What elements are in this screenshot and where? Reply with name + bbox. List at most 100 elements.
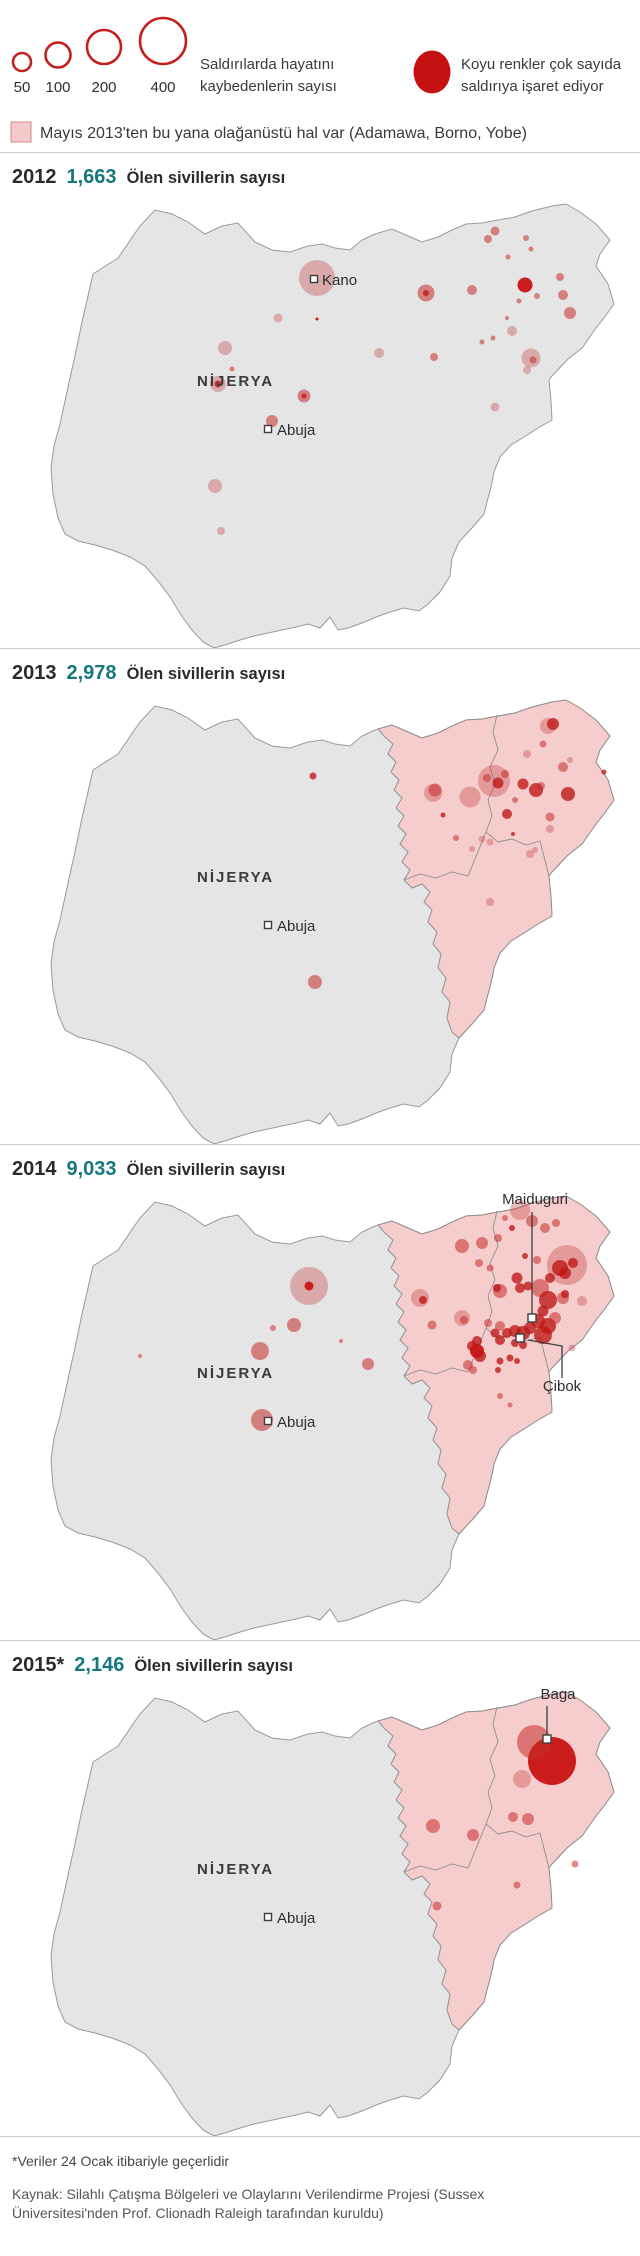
deaths-count: 2,146 bbox=[74, 1654, 125, 1676]
attack-circle bbox=[506, 1354, 514, 1362]
source-note: Kaynak: Silahlı Çatışma Bölgeleri ve Ola… bbox=[12, 2185, 626, 2223]
nigeria-map-2015: NİJERYA Abuja Baga bbox=[50, 1686, 615, 2136]
map-section-2014: 2014 9,033 Ölen sivillerin sayısı NİJERY… bbox=[0, 1145, 640, 1641]
map-annotations: NİJERYA Kano Abuja bbox=[197, 272, 357, 439]
source-line1: Kaynak: Silahlı Çatışma Bölgeleri ve Ola… bbox=[12, 2186, 485, 2202]
map-year: 2012 bbox=[12, 166, 57, 188]
size-legend-label-line1: Saldırılarda hayatını bbox=[200, 56, 334, 73]
attack-circle bbox=[486, 1264, 494, 1272]
attack-circle bbox=[479, 339, 485, 345]
attack-circles bbox=[138, 1200, 587, 1431]
attack-circle bbox=[490, 1328, 500, 1338]
attack-circle bbox=[270, 1325, 276, 1331]
attack-circle bbox=[459, 786, 481, 808]
attack-circle bbox=[505, 254, 511, 260]
size-ring-icon bbox=[85, 28, 123, 66]
attack-circle bbox=[496, 1357, 504, 1365]
attack-circle bbox=[558, 290, 568, 300]
attack-circle bbox=[476, 1237, 488, 1249]
map-section-2015: 2015* 2,146 Ölen sivillerin sayısı NİJER… bbox=[0, 1641, 640, 2137]
attack-circle bbox=[339, 1339, 343, 1343]
attack-circle bbox=[512, 797, 518, 803]
attack-circle bbox=[513, 1770, 531, 1788]
attack-circle bbox=[308, 975, 322, 989]
attack-circle bbox=[511, 1272, 523, 1284]
attack-circle bbox=[568, 1344, 576, 1352]
map-annotations: NİJERYA Abuja Maiduguri Çibok bbox=[197, 1191, 582, 1431]
attack-circle bbox=[475, 1259, 483, 1267]
attack-circle bbox=[552, 1219, 560, 1227]
emergency-swatch-icon bbox=[10, 121, 32, 143]
footer: *Veriler 24 Ocak itibariyle geçerlidir K… bbox=[0, 2137, 640, 2245]
attack-circle bbox=[495, 1321, 505, 1331]
city-marker bbox=[263, 424, 273, 434]
attack-circle bbox=[526, 850, 534, 858]
legend: 50 100 200 400 Saldırılarda hayatını kaybed… bbox=[10, 16, 622, 143]
nigeria-map-2014: NİJERYA Abuja Maiduguri Çibok bbox=[50, 1191, 615, 1640]
attack-circle bbox=[484, 1319, 492, 1327]
map-year: 2013 bbox=[12, 662, 57, 684]
attack-circle bbox=[497, 1393, 503, 1399]
deaths-count: 9,033 bbox=[66, 1158, 117, 1180]
attack-circle bbox=[507, 1402, 513, 1408]
attack-circle bbox=[469, 846, 475, 852]
attack-circle bbox=[430, 353, 438, 361]
attack-circle bbox=[514, 1358, 520, 1364]
attack-circle bbox=[428, 783, 442, 797]
attack-circle bbox=[229, 366, 235, 372]
map-annotations: NİJERYA Abuja bbox=[197, 869, 316, 935]
map-year: 2014 bbox=[12, 1158, 57, 1180]
attack-circle bbox=[509, 1225, 515, 1231]
attack-circle bbox=[546, 825, 554, 833]
attack-circle bbox=[486, 838, 494, 846]
attack-circle bbox=[490, 402, 500, 412]
attack-circle bbox=[510, 1200, 530, 1220]
dark-note-line1: Koyu renkler çok sayıda bbox=[461, 56, 622, 73]
attack-circle bbox=[453, 835, 459, 841]
country-label: NİJERYA bbox=[197, 869, 274, 886]
attack-circle bbox=[517, 1725, 551, 1759]
map-header-2013: 2013 2,978 Ölen sivillerin sayısı bbox=[0, 649, 640, 692]
attack-circle bbox=[218, 341, 232, 355]
attack-circle bbox=[571, 1860, 579, 1868]
size-ring-icon bbox=[44, 41, 72, 69]
attack-circle bbox=[577, 1296, 587, 1306]
attack-circle bbox=[515, 1283, 525, 1293]
size-ring-value: 50 bbox=[14, 79, 31, 96]
callout-line bbox=[527, 1339, 563, 1378]
attack-circle bbox=[266, 415, 278, 427]
attack-circle bbox=[549, 1312, 561, 1324]
map-section-2012: 2012 1,663 Ölen sivillerin sayısı NİJERY… bbox=[0, 153, 640, 649]
attack-circles bbox=[426, 1725, 579, 1911]
attack-circle bbox=[523, 750, 531, 758]
map-annotations: NİJERYA Abuja Baga bbox=[197, 1686, 576, 1927]
attack-circle bbox=[492, 777, 504, 789]
attack-circle bbox=[208, 479, 222, 493]
country-label: NİJERYA bbox=[197, 1365, 274, 1382]
attack-circle bbox=[309, 772, 317, 780]
attack-circle bbox=[545, 812, 555, 822]
attack-circle bbox=[502, 1328, 512, 1338]
attack-circle bbox=[513, 1881, 521, 1889]
attack-circle bbox=[251, 1409, 273, 1431]
attack-circle bbox=[467, 1829, 479, 1841]
data-validity-note: *Veriler 24 Ocak itibariyle geçerlidir bbox=[12, 2153, 230, 2169]
deaths-count: 2,978 bbox=[66, 662, 117, 684]
attack-circle bbox=[511, 832, 515, 836]
nigeria-map-2012: NİJERYA Kano Abuja bbox=[50, 203, 615, 648]
attack-circle bbox=[432, 1901, 442, 1911]
attack-circle bbox=[301, 393, 307, 399]
attack-circle bbox=[493, 1284, 501, 1292]
attack-circle bbox=[539, 740, 547, 748]
callout-label: Maiduguri bbox=[502, 1191, 568, 1208]
attack-circle bbox=[522, 1813, 534, 1825]
attack-circle bbox=[524, 1322, 536, 1334]
attack-circle bbox=[467, 285, 477, 295]
attack-circle bbox=[483, 774, 491, 782]
attack-circle bbox=[561, 787, 575, 801]
attack-circle bbox=[374, 348, 384, 358]
deaths-label: Ölen sivillerin sayısı bbox=[134, 1657, 294, 1675]
attack-circle bbox=[545, 1273, 555, 1283]
attack-circle bbox=[251, 1342, 269, 1360]
attack-circle bbox=[529, 356, 537, 364]
